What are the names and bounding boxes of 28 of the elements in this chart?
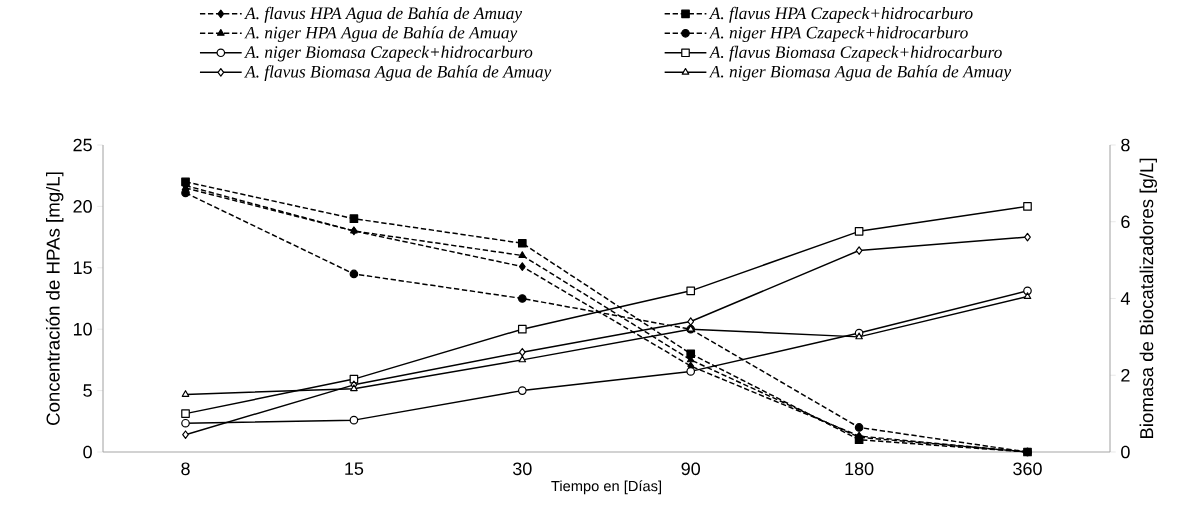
legend-label: A. niger Biomasa Agua de Bahía de Amuay [708, 65, 1012, 82]
legend-label: A. flavus HPA Czapeck+hidrocarburo [708, 6, 973, 23]
y2-axis-title: Biomasa de Biocatalizadores [g/L] [1139, 158, 1157, 439]
y-tick-label: 5 [83, 384, 92, 397]
y-tick-label: 15 [73, 261, 92, 275]
y-axis-title: Concentración de HPAs [mg/L] [45, 172, 64, 426]
y-tick-label: 10 [73, 322, 92, 336]
legend-label: A. flavus HPA Agua de Bahía de Amuay [244, 6, 523, 23]
y-tick-label: 0 [83, 445, 92, 459]
x-tick-label: 15 [345, 462, 364, 475]
x-tick-label: 30 [512, 462, 532, 476]
y-tick-label: 25 [73, 138, 92, 152]
legend-label: A. niger HPA Czapeck+hidrocarburo [708, 26, 968, 42]
x-tick-label: 90 [681, 462, 701, 476]
y2-tick-label: 6 [1121, 215, 1130, 229]
legend-label: A. flavus Biomasa Czapeck+hidrocarburo [708, 45, 1002, 62]
legend-label: A. niger Biomasa Czapeck+hidrocarburo [244, 45, 533, 62]
legend-label: A. niger HPA Agua de Bahía de Amuay [244, 26, 518, 43]
y2-tick-label: 4 [1120, 292, 1130, 305]
x-tick-label: 8 [181, 462, 190, 476]
y-tick-label: 20 [73, 200, 92, 213]
y2-tick-label: 2 [1121, 368, 1130, 382]
x-axis-title: Tiempo en [Días] [551, 480, 662, 495]
y2-tick-label: 0 [1121, 445, 1130, 459]
legend-label: A. flavus Biomasa Agua de Bahía de Amuay [244, 65, 552, 82]
y2-tick-label: 8 [1121, 138, 1130, 152]
x-tick-label: 180 [845, 462, 874, 476]
x-tick-label: 360 [1013, 462, 1042, 476]
